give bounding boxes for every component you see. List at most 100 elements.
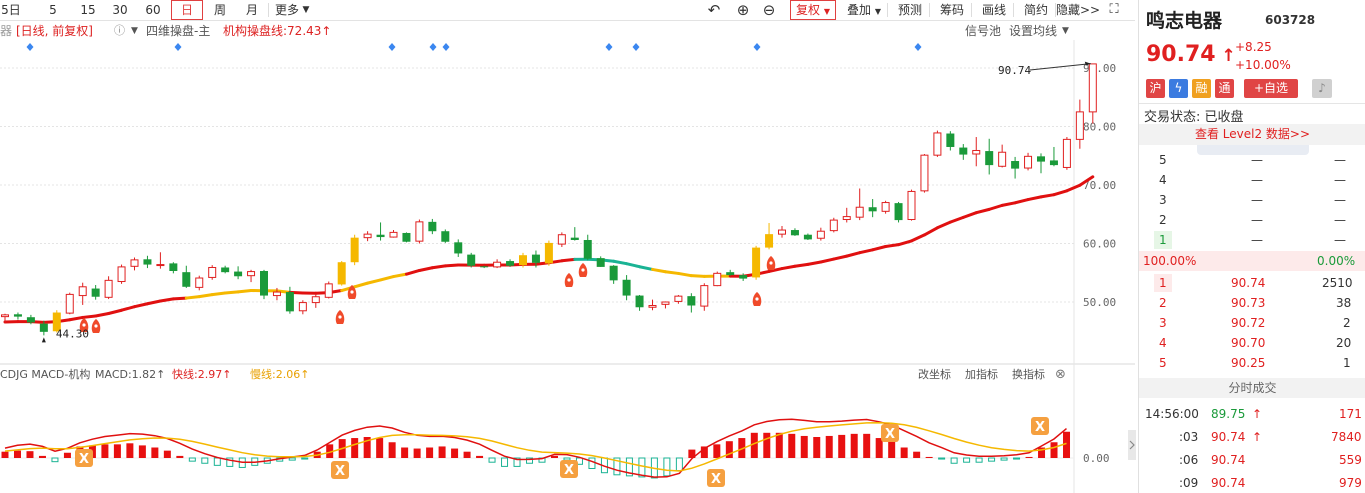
more-dropdown[interactable]: 更多 [274,3,299,17]
set-ma-caret-icon[interactable]: ▼ [1062,26,1069,36]
period-day[interactable]: 日 [171,0,203,20]
ma-line-segment [689,274,706,278]
macd-bar [563,457,571,461]
macd-bar [438,446,446,458]
macd-bar [938,457,946,460]
candle-body [493,261,502,268]
swap-indicator-button[interactable]: 换指标 [1012,368,1045,381]
candle-body [208,266,217,278]
ma-line-segment [780,264,797,271]
level2-link[interactable]: 查看 Level2 数据>> [1139,124,1365,145]
zoom-in-icon[interactable]: ⊕ [736,1,750,19]
candle-body [247,271,256,277]
signal-pool-button[interactable]: 信号池 [965,24,1002,38]
chips-button[interactable]: 筹码 [939,3,964,17]
candle-body [855,206,864,218]
buy-row: 5 90.25 1 [1159,356,1351,370]
macd-bar [51,457,59,463]
period-5day[interactable]: 5日 [1,3,21,17]
sell-row: 1— — [1139,230,1365,250]
close-sub-chart-icon[interactable]: ⊗ [1055,367,1066,382]
signal-diamond-icon [753,43,761,51]
price-change: +8.25 [1235,40,1272,54]
overlay-dropdown[interactable]: 叠加 ▼ [847,3,881,17]
ma-line-segment [107,308,124,316]
candle-body [428,221,437,232]
candle-body [816,230,825,239]
help-icon[interactable]: ⓘ [114,24,125,37]
candle-body [635,295,644,308]
macd-bar [26,451,34,458]
ma-line-segment [897,239,913,247]
macd-bar [763,432,771,458]
candle-body [376,234,385,238]
candle-body [1011,161,1020,169]
tick-row: :09 90.74 979 [1179,476,1362,490]
adjust-dropdown[interactable]: 复权 ▼ [790,0,836,20]
add-favorite-button[interactable]: +自选 [1244,79,1298,98]
ma-line-segment [832,254,849,261]
period-15min[interactable]: 15 [80,3,96,17]
period-30min[interactable]: 30 [112,3,128,17]
set-ma-button[interactable]: 设置均线 [1009,24,1058,38]
add-indicator-button[interactable]: 加指标 [965,368,998,381]
buy-row: 2 90.73 38 [1159,296,1352,310]
cross-signal-mark: X [564,463,574,478]
panel-collapse-handle[interactable] [1128,430,1136,460]
period-5min[interactable]: 5 [49,3,57,17]
macd-bar [750,432,758,458]
level2-tab-indicator [1197,145,1309,155]
cross-signal-mark: X [1035,420,1045,435]
macd-bar [63,452,71,458]
candle-body [622,279,631,296]
candle-body [531,254,540,263]
ma-line-segment [81,314,98,319]
signal-diamond-icon [632,43,640,51]
indicator-caret-icon[interactable]: ▼ [131,26,138,36]
macd-bar [101,444,109,458]
change-axis-button[interactable]: 改坐标 [918,368,951,381]
sub-indicator-name[interactable]: CDJG MACD-机构 [0,368,91,381]
rocket-window [755,297,759,301]
candle-body [1037,156,1045,162]
slow-line-value: 慢线:2.06↑ [250,368,310,381]
indicator-name[interactable]: 四维操盘-主 [146,24,211,38]
ma-line-segment [1039,193,1056,199]
low-price-label: 44.30 [56,327,89,340]
macd-bar [613,457,621,476]
candle-body [441,231,450,242]
predict-button[interactable]: 预测 [897,3,922,17]
alert-bell-icon[interactable]: ♪ [1312,79,1332,98]
candle-body [130,259,139,267]
draw-line-button[interactable]: 画线 [981,3,1006,17]
rocket-window [82,323,86,327]
fullscreen-icon[interactable]: ⛶ [1109,2,1119,17]
period-month[interactable]: 月 [245,3,258,17]
macd-bar [900,447,908,458]
ma-line-segment [651,267,667,274]
candle-body [765,234,774,248]
zoom-out-icon[interactable]: ⊖ [762,1,776,19]
macd-bar [975,457,983,463]
period-60min[interactable]: 60 [145,3,161,17]
candle-body [674,295,683,302]
macd-bar [151,447,159,458]
tick-row: :06 90.74 559 [1179,453,1362,467]
buy-row: 4 90.70 20 [1159,336,1352,350]
macd-zero-label: 0.00 [1083,452,1110,465]
ma-line-segment [223,290,240,295]
macd-bar [1038,447,1046,458]
indicator-info-bar: 器 [日线, 前复权] ⓘ ▼ 四维操盘-主 机构操盘线:72.43↑ 信号池 … [0,24,1069,38]
hide-panel-button[interactable]: 隐藏>> [1055,3,1101,17]
candle-body [272,291,281,297]
current-price: 90.74 ↑ [1146,42,1236,67]
y-tick-label: 60.00 [1083,238,1116,251]
undo-icon[interactable]: ↶ [707,1,721,19]
macd-bar [625,457,633,477]
period-week[interactable]: 周 [213,3,226,17]
macd-slow-line [4,421,1067,472]
chart-area: 90.0080.0070.0060.0050.0090.7444.300.00X… [0,40,1135,493]
candle-body [842,216,851,221]
candle-body [739,275,748,279]
simple-mode-button[interactable]: 简约 [1023,3,1048,17]
